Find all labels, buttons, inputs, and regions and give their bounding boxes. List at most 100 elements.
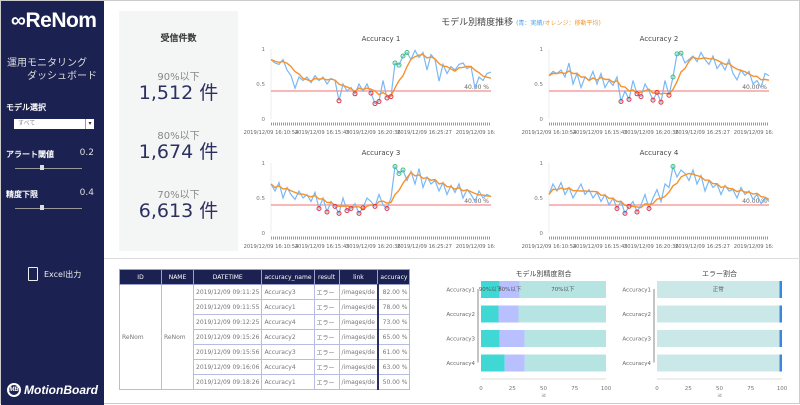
column-header[interactable]: accuracy_name	[261, 269, 315, 285]
alert-marker	[324, 209, 330, 215]
accuracy-trend-panel: モデル別精度推移 (青：実績/オレンジ：移動平均) Accuracy 1 0 0.5…	[241, 1, 800, 256]
column-header[interactable]: DATETIME	[192, 269, 263, 285]
column-header[interactable]: result	[313, 269, 340, 285]
category-label: Accuracy2	[622, 312, 651, 318]
anomaly-marker	[678, 50, 684, 56]
model-select[interactable]: すべて ▾	[14, 119, 94, 129]
table-row[interactable]: ReNom ReNom 2019/12/09 09:11:25 Accuracy3 エラ…	[119, 284, 411, 390]
table-cell[interactable]: /images/de	[338, 284, 379, 300]
table-row[interactable]: 2019/12/09 09:16:06 Accuracy4 エラー/images/d…	[120, 359, 411, 375]
table-row[interactable]: 2019/12/09 09:11:55 Accuracy1 エラー/images/d…	[120, 299, 411, 315]
bar-segment	[519, 281, 606, 298]
slider-handle[interactable]	[40, 205, 44, 210]
dashboard-subtitle: 運用モニタリング ダッシュボード	[7, 58, 97, 82]
table-cell: エラー	[313, 329, 340, 345]
table-row[interactable]: 2019/12/09 09:12:25 Accuracy4 エラー/images/d…	[120, 314, 411, 330]
table-cell: エラー	[313, 374, 340, 390]
table-cell[interactable]: /images/de	[338, 299, 379, 315]
bar-segment	[657, 281, 780, 298]
alert-marker	[626, 203, 632, 209]
model-select-value: すべて	[18, 120, 36, 127]
alert-marker	[384, 206, 390, 211]
precision-lower-slider[interactable]	[15, 205, 82, 210]
y-tick-label: 0.5	[534, 196, 543, 202]
anomaly-marker	[400, 167, 406, 173]
kpi-value: 6,613 件	[138, 200, 219, 222]
alert-threshold-slider[interactable]	[15, 165, 82, 170]
table-cell: Accuracy3	[261, 344, 315, 360]
trend-title: モデル別精度推移 (青：実績/オレンジ：移動平均)	[241, 15, 800, 28]
alert-marker	[336, 210, 342, 216]
bar-segment	[779, 281, 782, 298]
alert-marker	[634, 91, 640, 97]
chart-title: Accuracy 3	[362, 149, 401, 157]
precision-lower-value: 0.4	[79, 188, 94, 198]
x-tick-label: 2019/12/09 16:20:36	[624, 130, 679, 136]
x-tick-label: 2019/12/09 16:10:54	[522, 130, 578, 136]
slider-handle[interactable]	[40, 165, 44, 170]
y-tick-label: 0.5	[256, 82, 265, 88]
bar-segment	[498, 305, 519, 323]
y-tick-label: 1	[540, 47, 544, 53]
excel-export-label: Excel出力	[44, 269, 82, 279]
alert-marker	[618, 99, 624, 104]
bar-segment	[504, 354, 525, 372]
excel-export-button[interactable]: Excel出力	[28, 267, 81, 281]
bar-segment	[657, 305, 780, 323]
x-tick-label: 100	[777, 386, 788, 392]
alert-marker	[376, 99, 382, 104]
chart-title: Accuracy 1	[362, 35, 401, 43]
x-tick-label: 2019/12/09 16:25:27	[397, 130, 452, 136]
table-cell[interactable]: /images/de	[338, 329, 379, 345]
table-cell[interactable]: /images/de	[338, 314, 379, 330]
threshold-label: 40.00 %	[464, 84, 489, 91]
table-cell[interactable]: /images/de	[338, 374, 379, 390]
table-cell: 2019/12/09 09:15:26	[192, 329, 263, 345]
legend-moving-average: オレンジ：移動平均	[544, 20, 599, 27]
anomaly-marker	[392, 60, 398, 66]
column-header[interactable]: NAME	[161, 269, 194, 285]
table-row[interactable]: 2019/12/09 09:18:26 Accuracy1 エラー/images/d…	[120, 374, 411, 390]
moving-average-line	[270, 171, 492, 210]
table-cell[interactable]: /images/de	[338, 344, 379, 360]
column-header[interactable]: ID	[119, 269, 162, 285]
chart-title: Accuracy 2	[640, 35, 679, 43]
actual-line	[548, 164, 770, 215]
segment-label: 80%以下	[498, 286, 522, 293]
x-tick-label: 2019/12/09 16:	[734, 130, 774, 136]
alert-marker	[372, 203, 378, 209]
anomaly-marker	[396, 171, 402, 176]
table-cell[interactable]: /images/de	[338, 359, 379, 375]
table-cell: 2019/12/09 09:11:25	[192, 284, 263, 300]
y-tick-label: 0	[262, 117, 266, 123]
alert-marker	[666, 92, 672, 98]
alert-marker	[654, 89, 660, 95]
category-label: Accuracy2	[446, 312, 475, 318]
legend-paren: )	[598, 20, 601, 27]
table-cell: 2019/12/09 09:15:56	[192, 344, 263, 360]
table-cell: エラー	[313, 299, 340, 315]
x-tick-label: 2019/12/09 16:15:45	[295, 130, 350, 136]
alert-marker	[372, 101, 378, 107]
kpi-label: 70%以下	[157, 190, 200, 201]
alert-marker	[332, 203, 338, 209]
alert-marker	[614, 206, 620, 211]
legend-sep: /	[542, 20, 545, 27]
anomaly-marker	[404, 50, 410, 55]
table-cell: Accuracy1	[261, 374, 315, 390]
alert-marker	[368, 90, 374, 96]
anomaly-marker	[396, 62, 402, 68]
x-tick-label: 50	[540, 386, 547, 392]
anomaly-marker	[400, 53, 406, 59]
x-axis-label: id	[717, 393, 721, 399]
alert-marker	[352, 91, 358, 97]
anomaly-marker	[670, 74, 676, 80]
column-header[interactable]: link	[338, 269, 379, 285]
table-cell: 50.00 %	[376, 374, 411, 390]
column-header[interactable]: accuracy	[377, 269, 411, 285]
kpi-title: 受信件数	[160, 34, 197, 44]
motionboard-badge: MB	[7, 383, 21, 397]
alert-marker	[356, 210, 362, 216]
bar-segment	[481, 330, 500, 347]
divider	[104, 258, 800, 259]
